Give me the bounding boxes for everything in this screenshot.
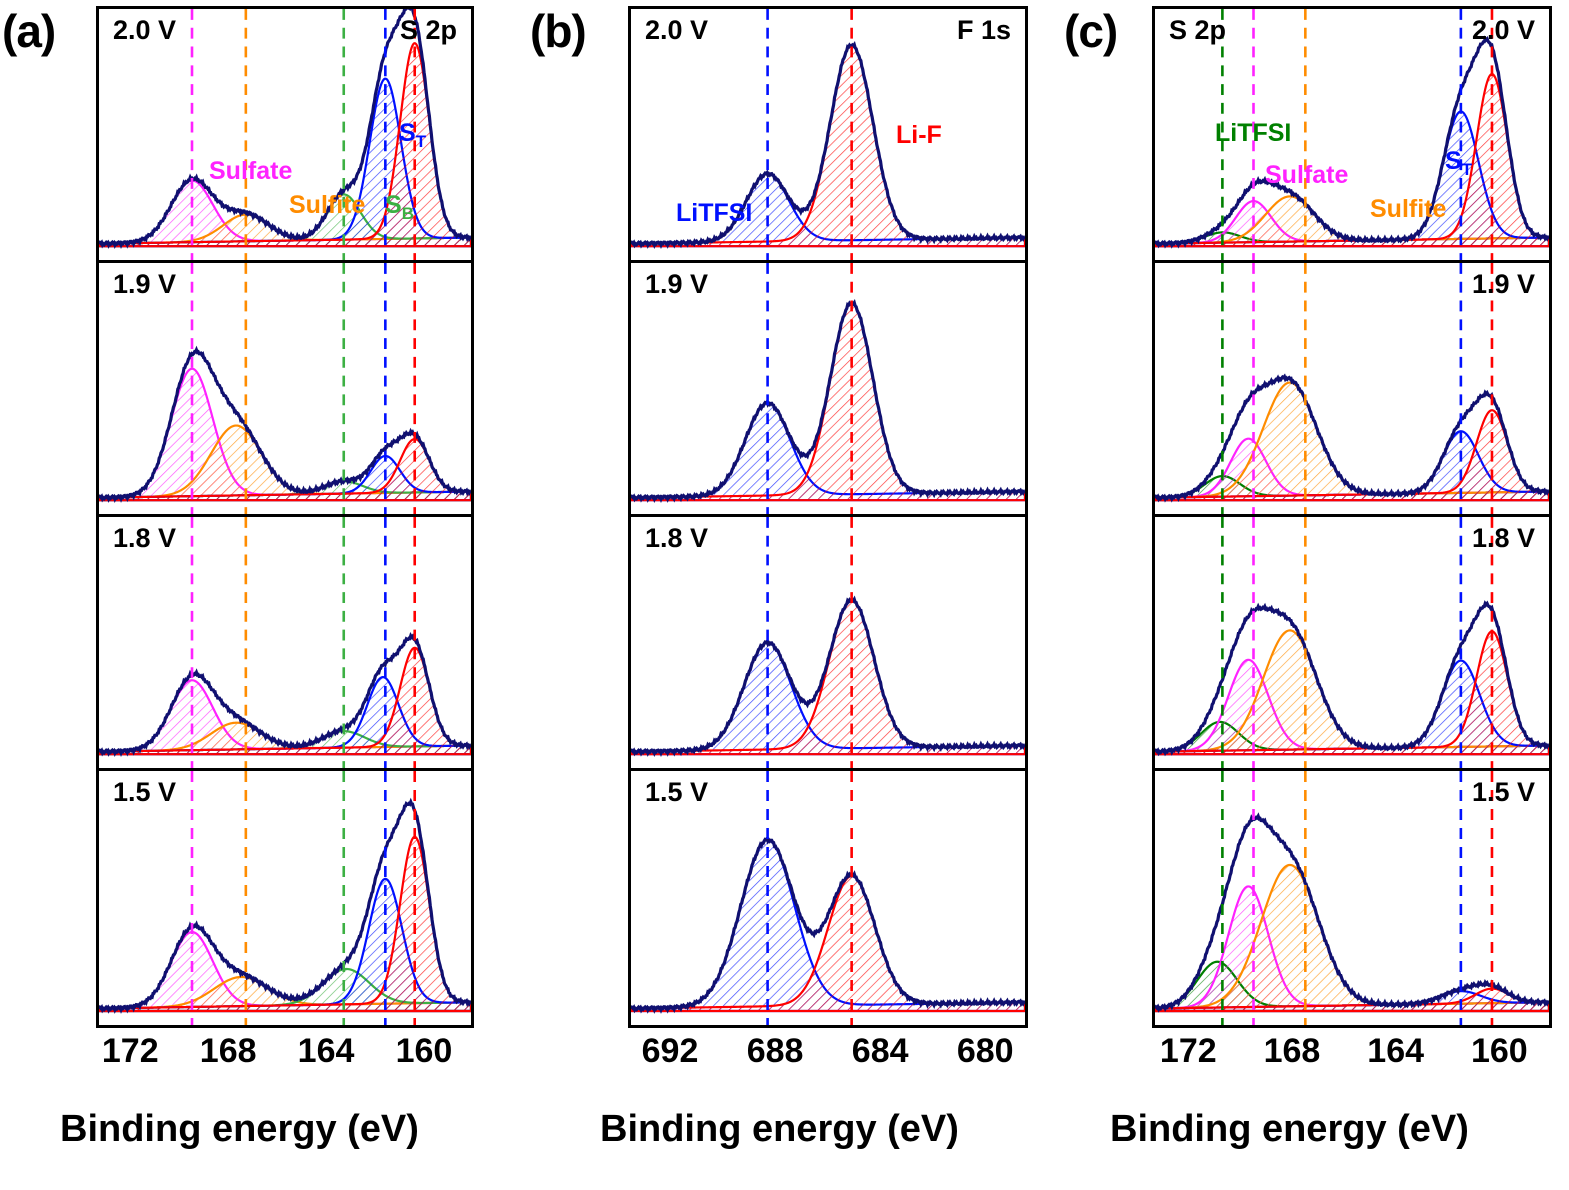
core-level-label: F 1s bbox=[956, 15, 1011, 45]
annotation-li-f: Li-F bbox=[896, 121, 942, 149]
subplot-b-19V: 1.9 V bbox=[631, 263, 1025, 517]
voltage-label: 1.8 V bbox=[645, 523, 709, 553]
spectrum-envelope bbox=[1155, 373, 1549, 503]
voltage-label: 1.5 V bbox=[113, 777, 177, 807]
axis-tick: 684 bbox=[851, 1032, 909, 1070]
subplot-a-19V: 1.9 V bbox=[99, 263, 471, 517]
panel-b-axis: 692 688 684 680 bbox=[628, 1032, 1028, 1072]
voltage-label: 1.8 V bbox=[1471, 523, 1535, 553]
panel-a-plot-stack: 2.0 VS 2pSulfateSulfiteSBSTLi2S1.9 V1.8 … bbox=[96, 6, 474, 1028]
spectrum-envelope bbox=[99, 345, 471, 503]
subplot-a-18V: 1.8 V bbox=[99, 517, 471, 771]
spectrum-envelope bbox=[1155, 812, 1549, 1013]
spectrum-envelope bbox=[99, 797, 471, 1014]
spectrum-envelope bbox=[631, 299, 1025, 504]
component-li2s bbox=[99, 42, 471, 248]
panel-a-axis-title: Binding energy (eV) bbox=[60, 1108, 419, 1150]
subplot-b-18V: 1.8 V bbox=[631, 517, 1025, 771]
component-li2s bbox=[1155, 409, 1549, 502]
annotation-sulfate: Sulfate bbox=[209, 157, 293, 185]
spectrum-envelope bbox=[1155, 35, 1549, 249]
subplot-a-20V: 2.0 VS 2pSulfateSulfiteSBSTLi2S bbox=[99, 9, 471, 263]
annotation-sulfate: Sulfate bbox=[1265, 161, 1349, 189]
annotation-sulfite: Sulfite bbox=[289, 191, 366, 219]
voltage-label: 1.5 V bbox=[645, 777, 709, 807]
panel-a-tag: (a) bbox=[2, 5, 56, 57]
panel-c-axis: 172 168 164 160 bbox=[1152, 1032, 1552, 1072]
axis-tick: 160 bbox=[1470, 1032, 1528, 1070]
panel-b-plot-stack: 2.0 V F 1s LiTFSI Li-F 1.9 V 1.8 V 1.5 V bbox=[628, 6, 1028, 1028]
component-li2s bbox=[99, 646, 471, 756]
annotation-s-b: SB bbox=[385, 191, 414, 223]
component-li-f bbox=[631, 874, 1025, 1013]
spectrum-envelope bbox=[631, 595, 1025, 758]
core-level-label: S 2p bbox=[399, 15, 457, 45]
axis-tick: 680 bbox=[956, 1032, 1014, 1070]
voltage-label: 2.0 V bbox=[645, 15, 709, 45]
voltage-label: 1.9 V bbox=[113, 269, 177, 299]
annotation-s-t: ST bbox=[1445, 147, 1473, 179]
voltage-label: 2.0 V bbox=[113, 15, 177, 45]
panel-c-tag: (c) bbox=[1064, 5, 1118, 57]
axis-tick: 692 bbox=[641, 1032, 699, 1070]
annotation-litfsi: LiTFSI bbox=[676, 199, 753, 227]
panel-a-axis: 172 168 164 160 bbox=[96, 1032, 474, 1072]
axis-tick: 164 bbox=[1367, 1032, 1425, 1070]
panel-b-tag: (b) bbox=[530, 5, 587, 57]
axis-tick: 688 bbox=[746, 1032, 804, 1070]
axis-tick: 160 bbox=[395, 1032, 453, 1070]
panel-c-axis-title: Binding energy (eV) bbox=[1110, 1108, 1469, 1150]
panel-c: (c) 2.0 VS 2pLiTFSISulfateSulfiteSTLi2S1… bbox=[1040, 0, 1569, 1190]
subplot-c-15V: 1.5 V bbox=[1155, 771, 1549, 1025]
annotation-s-t: ST bbox=[399, 119, 427, 151]
core-level-label: S 2p bbox=[1169, 15, 1227, 45]
spectrum-envelope bbox=[631, 835, 1025, 1014]
component-li2s bbox=[99, 835, 471, 1013]
spectrum-envelope bbox=[1155, 600, 1549, 757]
component-li2s bbox=[1155, 72, 1549, 248]
subplot-c-20V: 2.0 VS 2pLiTFSISulfateSulfiteSTLi2S bbox=[1155, 9, 1549, 263]
component-li-f bbox=[631, 599, 1025, 756]
spectrum-envelope bbox=[99, 631, 471, 758]
component-li2s bbox=[1155, 987, 1549, 1013]
axis-tick: 168 bbox=[199, 1032, 257, 1070]
voltage-label: 1.8 V bbox=[113, 523, 177, 553]
axis-tick: 172 bbox=[1159, 1032, 1217, 1070]
annotation-litfsi: LiTFSI bbox=[1215, 119, 1292, 147]
subplot-c-18V: 1.8 V bbox=[1155, 517, 1549, 771]
component-li2s bbox=[99, 437, 471, 502]
panel-c-plot-stack: 2.0 VS 2pLiTFSISulfateSulfiteSTLi2S1.9 V… bbox=[1152, 6, 1552, 1028]
spectrum-envelope bbox=[99, 9, 471, 250]
panel-a: (a) 2.0 VS 2pSulfateSulfiteSBSTLi2S1.9 V… bbox=[0, 0, 520, 1190]
axis-tick: 168 bbox=[1263, 1032, 1321, 1070]
subplot-c-19V: 1.9 V bbox=[1155, 263, 1549, 517]
voltage-label: 1.9 V bbox=[1471, 269, 1535, 299]
voltage-label: 1.9 V bbox=[645, 269, 709, 299]
axis-tick: 164 bbox=[297, 1032, 355, 1070]
spectrum-envelope bbox=[631, 40, 1025, 250]
voltage-label: 2.0 V bbox=[1471, 15, 1535, 45]
axis-tick: 172 bbox=[101, 1032, 159, 1070]
subplot-b-15V: 1.5 V bbox=[631, 771, 1025, 1025]
panel-b-axis-title: Binding energy (eV) bbox=[600, 1108, 959, 1150]
voltage-label: 1.5 V bbox=[1471, 777, 1535, 807]
subplot-a-15V: 1.5 V bbox=[99, 771, 471, 1025]
panel-b: (b) 2.0 V F 1s LiTFSI Li-F 1.9 V 1.8 V 1.5 V 6… bbox=[520, 0, 1040, 1190]
component-li2s bbox=[1155, 630, 1549, 756]
component-li-f bbox=[631, 301, 1025, 502]
subplot-b-20V: 2.0 V F 1s LiTFSI Li-F bbox=[631, 9, 1025, 263]
annotation-sulfite: Sulfite bbox=[1370, 195, 1447, 223]
